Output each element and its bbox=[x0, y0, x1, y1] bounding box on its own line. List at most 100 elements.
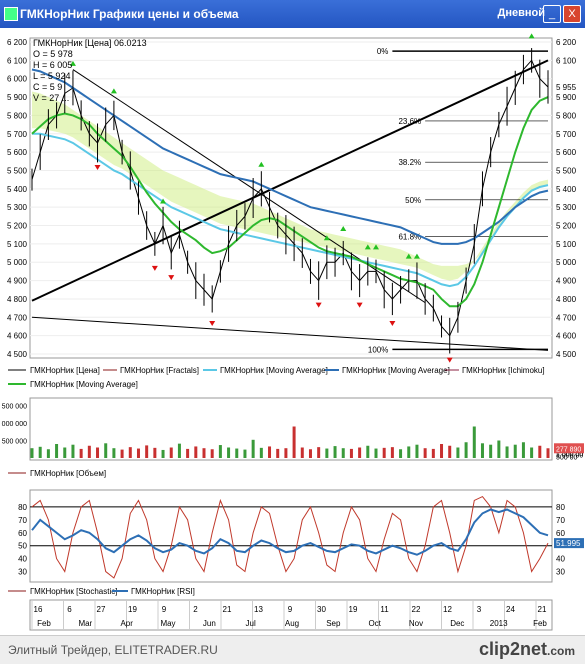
oscillator-tick-left: 70 bbox=[18, 516, 27, 525]
oscillator-tick-left: 80 bbox=[18, 503, 27, 512]
volume-axis-left: 1 500 000 1 000 000 500 000 bbox=[0, 404, 27, 446]
ohlc-volume: V = 27 ... bbox=[33, 93, 69, 103]
x-day-label: 3 bbox=[477, 605, 482, 614]
price-series bbox=[31, 48, 549, 354]
legend-ma-green: ГМКНорНик [Moving Average] bbox=[30, 380, 138, 389]
price-tick-right: 4 700 bbox=[556, 313, 577, 322]
volume-bar bbox=[456, 447, 460, 458]
fractal-up-marker bbox=[340, 226, 347, 232]
x-day-label: 24 bbox=[506, 605, 515, 614]
price-tick-right: 5 000 bbox=[556, 258, 577, 267]
volume-bar bbox=[136, 448, 140, 458]
price-tick-right: 5 200 bbox=[556, 222, 577, 231]
x-month-label: Jul bbox=[246, 619, 256, 628]
chart-svg: 6 200 6 100 6 000 5 900 5 800 5 700 5 600 5 500… bbox=[0, 33, 584, 631]
volume-bar bbox=[251, 439, 255, 458]
ma-blue-line bbox=[31, 68, 549, 245]
price-tick-left: 6 000 bbox=[7, 75, 28, 84]
price-tick-left: 6 100 bbox=[7, 56, 28, 65]
trend-line-up bbox=[31, 59, 549, 302]
volume-bar bbox=[202, 448, 206, 458]
volume-tick-right: 1 000 00 bbox=[556, 453, 583, 460]
volume-bar bbox=[186, 448, 190, 458]
price-line bbox=[31, 59, 549, 337]
price-tick-right: 4 900 bbox=[556, 277, 577, 286]
oscillator-series bbox=[30, 495, 552, 579]
volume-bar bbox=[497, 440, 501, 458]
price-tick-right: 5 300 bbox=[556, 203, 577, 212]
fractal-up-marker bbox=[110, 88, 117, 94]
volume-tick-left: 1 000 000 bbox=[0, 421, 27, 428]
fractal-up-marker bbox=[364, 244, 371, 250]
ohlc-open: O = 5 978 bbox=[33, 49, 73, 59]
x-day-label: 22 bbox=[412, 605, 421, 614]
oscillator-tick-left: 40 bbox=[18, 555, 27, 564]
period-label[interactable]: Дневной bbox=[497, 7, 546, 19]
x-day-label: 21 bbox=[538, 605, 547, 614]
clip2net-logo: clip2net.com bbox=[479, 639, 575, 660]
x-day-label: 13 bbox=[254, 605, 263, 614]
fib-label: 50% bbox=[405, 196, 421, 205]
volume-bar bbox=[464, 442, 468, 458]
volume-bar bbox=[415, 444, 419, 458]
volume-bar bbox=[210, 449, 214, 458]
volume-bar bbox=[505, 446, 509, 458]
volume-tick-left: 1 500 000 bbox=[0, 404, 27, 411]
volume-tick-right: 1 500 00 bbox=[556, 451, 583, 458]
x-month-label: Apr bbox=[120, 619, 133, 628]
price-tick-right: 5 400 bbox=[556, 185, 577, 194]
price-tick-left: 5 300 bbox=[7, 203, 28, 212]
fractal-up-marker bbox=[528, 33, 535, 39]
price-tick-right: 5 700 bbox=[556, 130, 577, 139]
volume-bar bbox=[292, 426, 296, 458]
fractal-up-marker bbox=[405, 253, 412, 259]
fractal-markers bbox=[69, 33, 535, 363]
fractal-down-marker bbox=[151, 265, 158, 271]
volume-tick-right: 277 890 bbox=[556, 446, 581, 453]
volume-bar bbox=[96, 447, 100, 458]
volume-bar bbox=[358, 447, 362, 458]
x-day-label: 9 bbox=[288, 605, 293, 614]
price-tick-left: 4 700 bbox=[7, 313, 28, 322]
fib-label: 38.2% bbox=[398, 158, 421, 167]
volume-bar bbox=[38, 446, 42, 458]
oscillator-tick-right: 40 bbox=[556, 555, 565, 564]
price-tick-right: 5 500 bbox=[556, 166, 577, 175]
volume-bar bbox=[161, 449, 165, 458]
ohlc-low: L = 5 924 bbox=[33, 71, 70, 81]
x-month-label: May bbox=[160, 619, 175, 628]
oscillator-tick-right: 60 bbox=[556, 529, 565, 538]
volume-bar bbox=[489, 444, 493, 458]
volume-bar bbox=[79, 448, 83, 458]
fractal-down-marker bbox=[446, 357, 453, 363]
minimize-button[interactable]: _ bbox=[543, 5, 561, 23]
rsi-line bbox=[31, 508, 549, 556]
price-tick-right: 5 600 bbox=[556, 148, 577, 157]
x-month-label: Aug bbox=[285, 619, 299, 628]
footer-bar: Элитный Трейдер, ELITETRADER.RU clip2net… bbox=[0, 635, 585, 664]
close-button[interactable]: X bbox=[563, 5, 581, 23]
volume-bar bbox=[333, 446, 337, 458]
x-day-label: 19 bbox=[128, 605, 137, 614]
x-month-label: Nov bbox=[409, 619, 423, 628]
volume-legend: ГМКНорНик [Объем] bbox=[8, 469, 106, 478]
volume-bar bbox=[448, 445, 452, 458]
volume-bar bbox=[243, 449, 247, 458]
ma-light-line bbox=[32, 132, 549, 288]
oscillator-tick-right: 80 bbox=[556, 503, 565, 512]
oscillator-panel bbox=[29, 489, 553, 583]
volume-bar bbox=[472, 426, 476, 458]
legend-stochastic: ГМКНорНик [Stochastic] bbox=[30, 587, 117, 596]
chart-area: 6 200 6 100 6 000 5 900 5 800 5 700 5 600 5 500… bbox=[0, 28, 585, 635]
price-tick-left: 5 100 bbox=[7, 240, 28, 249]
x-month-label: Dec bbox=[450, 619, 464, 628]
volume-bar bbox=[112, 448, 116, 458]
legend-rsi: ГМКНорНик [RSI] bbox=[131, 587, 195, 596]
fib-label: 23.6% bbox=[398, 117, 421, 126]
price-tick-right: 4 800 bbox=[556, 295, 577, 304]
x-day-label: 11 bbox=[380, 605, 389, 614]
legend-ma-light: ГМКНорНик [Moving Average] bbox=[220, 366, 328, 375]
volume-bar bbox=[128, 447, 132, 458]
price-tick-right: 4 600 bbox=[556, 332, 577, 341]
